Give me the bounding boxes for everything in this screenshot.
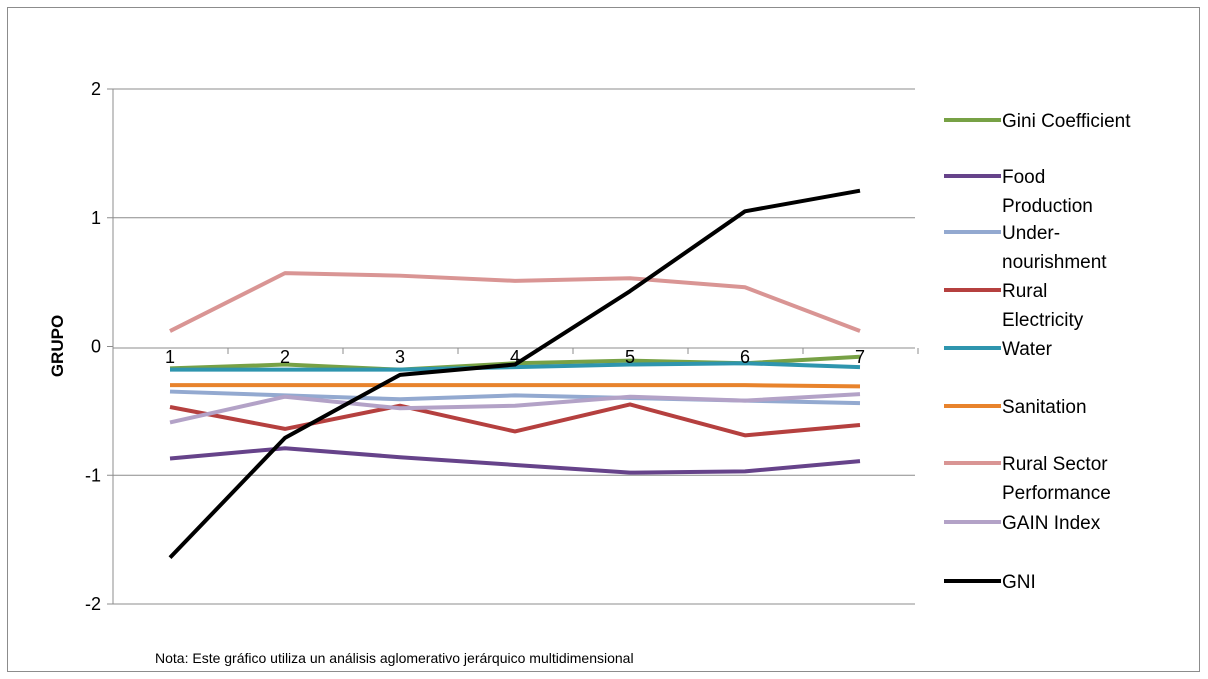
legend-label: Water [1002, 339, 1053, 360]
legend-label: Rural Electricity [1002, 281, 1084, 331]
legend-label: GNI [1002, 572, 1036, 593]
x-tick-label: 3 [395, 347, 405, 367]
legend-label-line: nourishment [1002, 252, 1107, 273]
chart-frame [7, 7, 1200, 672]
series-line-food-production [169, 446, 861, 475]
legend-label: Sanitation [1002, 397, 1087, 418]
legend-label-line: Food [1002, 167, 1045, 188]
series-line-rural-sector-performance [169, 271, 861, 333]
y-tick-label: -1 [85, 465, 101, 485]
legend-label-line: Production [1002, 196, 1093, 217]
y-tick-label: 1 [91, 208, 101, 228]
x-tick-label: 7 [855, 347, 865, 367]
series-line-gain-index [169, 392, 861, 425]
x-tick-label: 2 [280, 347, 290, 367]
legend-label: Food Production [1002, 167, 1093, 217]
legend-label-line: GAIN Index [1002, 513, 1101, 534]
x-tick-label: 5 [625, 347, 635, 367]
legend-label-line: Electricity [1002, 310, 1084, 331]
legend-label-line: Gini Coefficient [1002, 111, 1131, 132]
y-tick-label: 0 [91, 337, 101, 357]
chart-note: Nota: Este gráfico utiliza un análisis a… [155, 650, 634, 666]
legend-label: Rural Sector Performance [1002, 454, 1111, 504]
legend-label-line: Sanitation [1002, 397, 1087, 418]
legend-label: Gini Coefficient [1002, 111, 1131, 132]
legend-label: GAIN Index [1002, 513, 1101, 534]
y-tick-label: -2 [85, 594, 101, 614]
legend-label-line: Under- [1002, 223, 1060, 244]
legend-label-line: Rural Sector [1002, 454, 1108, 475]
legend-label-line: GNI [1002, 572, 1036, 593]
series-line-gni [168, 188, 861, 560]
x-tick-label: 1 [165, 347, 175, 367]
legend-label-line: Performance [1002, 483, 1111, 504]
x-tick-label: 6 [740, 347, 750, 367]
legend-label-line: Rural [1002, 281, 1047, 302]
y-axis-title: GRUPO [48, 315, 67, 377]
x-tick-label: 4 [510, 347, 520, 367]
series-line-water [170, 361, 861, 372]
series-line-rural-electricity [169, 402, 861, 438]
legend-label-line: Water [1002, 339, 1053, 360]
legend-label: Under-nourishment [1002, 223, 1107, 273]
series-line-sanitation [170, 383, 861, 389]
y-tick-label: 2 [91, 79, 101, 99]
